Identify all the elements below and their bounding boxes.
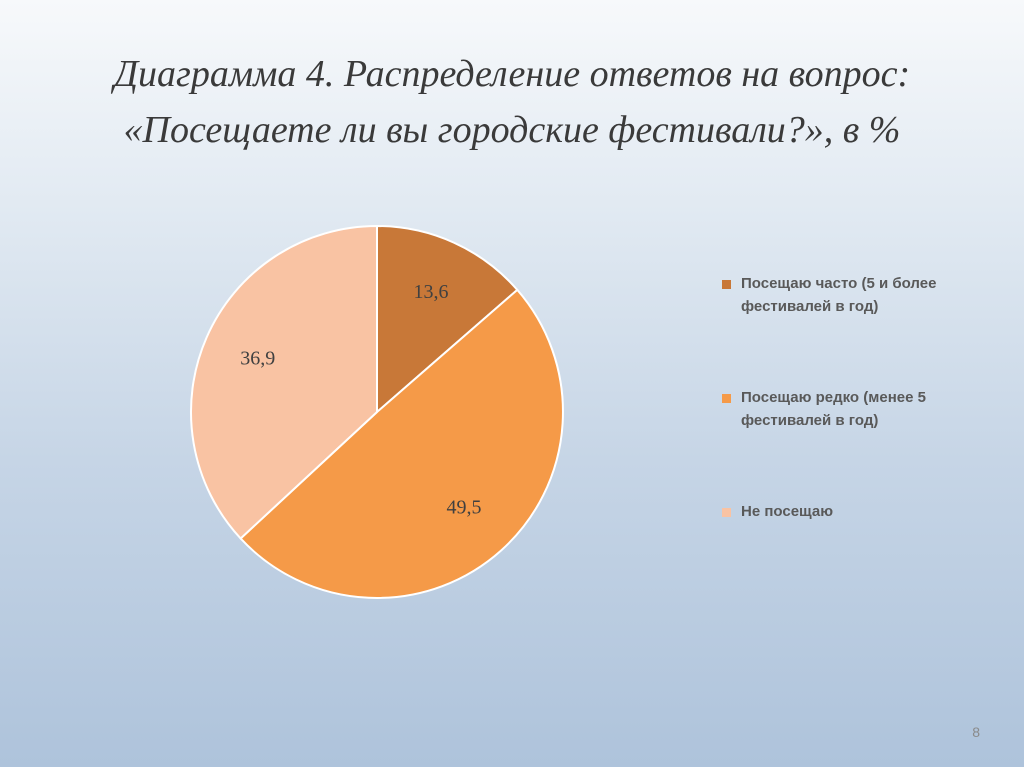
data-label-often: 13,6 xyxy=(414,281,449,303)
legend-swatch-rarely xyxy=(722,394,731,403)
legend-label-never: Не посещаю xyxy=(741,503,834,520)
page-title: Диаграмма 4. Распределение ответов на во… xyxy=(60,46,964,158)
legend-label-rarely: Посещаю редко (менее 5 фестивалей в год) xyxy=(741,389,926,429)
pie-labels: 13,6 49,5 36,9 xyxy=(240,281,481,518)
data-label-rarely: 49,5 xyxy=(447,496,482,518)
data-label-never: 36,9 xyxy=(240,347,275,369)
legend-swatch-never xyxy=(722,508,731,517)
title-line-2: «Посещаете ли вы городские фестивали?», … xyxy=(123,109,901,151)
pie-slice-never xyxy=(190,224,378,540)
pie-slices xyxy=(190,224,564,599)
legend-label-often: Посещаю часто (5 и более фестивалей в го… xyxy=(741,275,937,315)
legend-item-often: Посещаю часто (5 и более фестивалей в го… xyxy=(722,272,982,318)
pie-slice-often xyxy=(376,224,519,415)
legend-item-never: Не посещаю xyxy=(722,500,982,523)
page-number: 8 xyxy=(972,724,980,740)
legend-swatch-often xyxy=(722,280,731,289)
legend-item-rarely: Посещаю редко (менее 5 фестивалей в год) xyxy=(722,386,982,432)
title-line-1: Диаграмма 4. Распределение ответов на во… xyxy=(113,53,911,95)
pie-slice-rarely xyxy=(239,288,564,599)
